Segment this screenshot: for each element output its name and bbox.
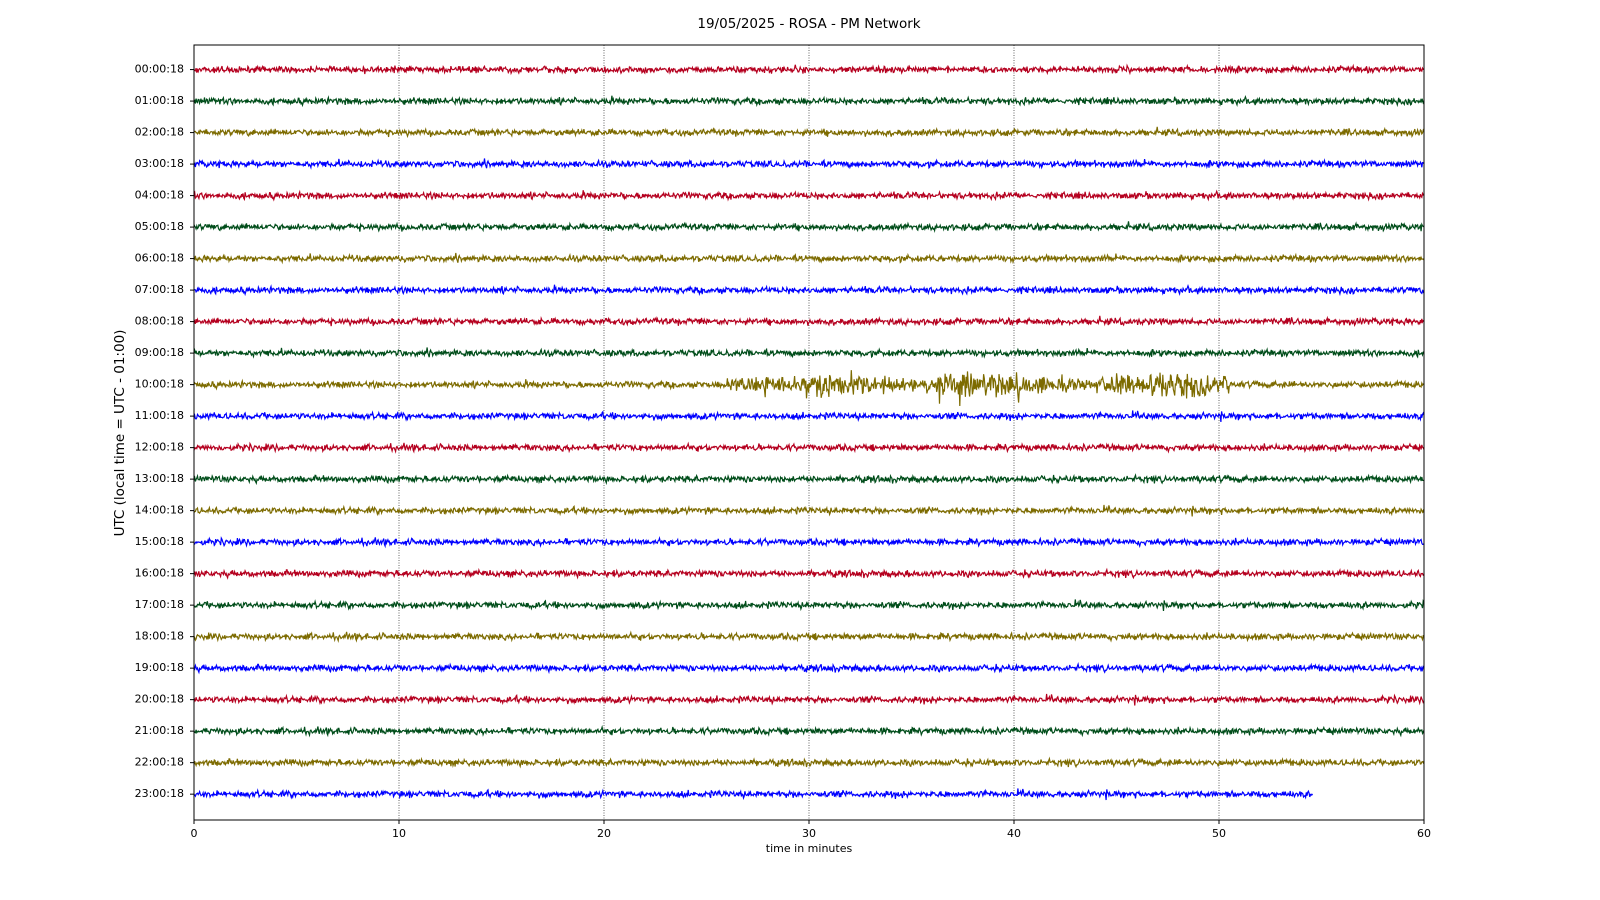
y-tick-label: 05:00:18	[135, 220, 184, 233]
trace	[193, 630, 1425, 643]
y-tick-label: 01:00:18	[135, 94, 184, 107]
x-tick-label: 30	[802, 827, 816, 840]
y-tick-label: 13:00:18	[135, 472, 184, 485]
trace	[193, 347, 1425, 359]
y-tick-label: 18:00:18	[135, 630, 184, 643]
trace	[193, 126, 1425, 139]
x-axis-label: time in minutes	[766, 842, 853, 855]
y-tick-label: 00:00:18	[135, 63, 184, 76]
y-tick-label: 03:00:18	[135, 157, 184, 170]
y-tick-label: 10:00:18	[135, 378, 184, 391]
trace	[193, 756, 1425, 769]
trace	[193, 662, 1425, 675]
trace	[193, 410, 1425, 423]
chart-title: 19/05/2025 - ROSA - PM Network	[697, 16, 920, 32]
y-tick-label: 14:00:18	[135, 504, 184, 517]
y-tick-label: 21:00:18	[135, 724, 184, 737]
y-axis-label: UTC (local time = UTC - 01:00)	[112, 330, 128, 537]
trace	[193, 567, 1425, 580]
y-tick-label: 17:00:18	[135, 598, 184, 611]
trace	[193, 252, 1425, 265]
y-tick-label: 20:00:18	[135, 693, 184, 706]
trace	[193, 283, 1425, 297]
y-tick-label: 02:00:18	[135, 126, 184, 139]
y-tick-label: 23:00:18	[135, 787, 184, 800]
trace	[193, 473, 1424, 486]
y-tick-label: 08:00:18	[135, 315, 184, 328]
trace	[193, 221, 1425, 233]
trace	[193, 63, 1425, 76]
y-tick-label: 16:00:18	[135, 567, 184, 580]
y-tick-label: 22:00:18	[135, 756, 184, 769]
y-tick-label: 06:00:18	[135, 252, 184, 265]
x-tick-label: 0	[191, 827, 198, 840]
trace	[193, 370, 1424, 407]
trace	[193, 94, 1425, 108]
plot-frame	[193, 44, 1425, 821]
x-tick-label: 40	[1007, 827, 1021, 840]
trace	[193, 693, 1425, 706]
x-tick-label: 20	[597, 827, 611, 840]
trace	[193, 788, 1314, 801]
y-tick-label: 11:00:18	[135, 409, 184, 422]
y-tick-label: 15:00:18	[135, 535, 184, 548]
y-tick-label: 09:00:18	[135, 346, 184, 359]
x-tick-label: 10	[392, 827, 406, 840]
trace	[193, 189, 1425, 202]
y-tick-label: 07:00:18	[135, 283, 184, 296]
trace	[193, 158, 1425, 170]
x-tick-label: 50	[1212, 827, 1226, 840]
trace	[193, 724, 1425, 738]
trace	[193, 441, 1425, 454]
trace	[193, 315, 1425, 328]
y-tick-label: 04:00:18	[135, 189, 184, 202]
x-tick-label: 60	[1417, 827, 1431, 840]
trace	[193, 504, 1425, 517]
y-tick-label: 12:00:18	[135, 441, 184, 454]
trace	[193, 535, 1425, 549]
trace	[193, 598, 1425, 612]
y-tick-label: 19:00:18	[135, 661, 184, 674]
